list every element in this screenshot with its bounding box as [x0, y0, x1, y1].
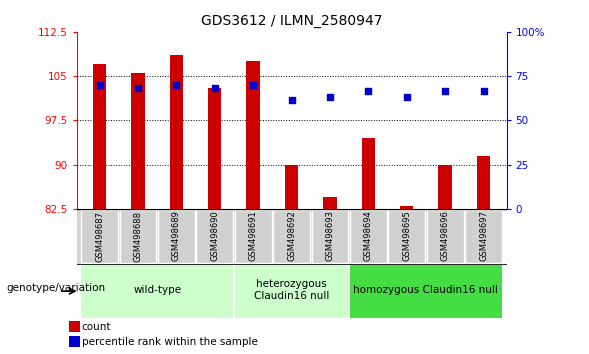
- Bar: [196, 210, 233, 263]
- Point: [95, 82, 104, 88]
- Bar: [350, 266, 502, 318]
- Text: GSM498697: GSM498697: [479, 211, 488, 261]
- Text: GSM498689: GSM498689: [172, 211, 181, 261]
- Bar: [400, 206, 413, 209]
- Bar: [81, 210, 118, 263]
- Bar: [362, 138, 375, 209]
- Point: [479, 88, 488, 94]
- Bar: [131, 73, 145, 209]
- Bar: [170, 56, 183, 209]
- Point: [441, 88, 450, 94]
- Text: wild-type: wild-type: [133, 285, 181, 295]
- Text: genotype/variation: genotype/variation: [6, 284, 105, 293]
- Text: GSM498691: GSM498691: [249, 211, 257, 261]
- Text: GSM498695: GSM498695: [402, 211, 411, 261]
- Bar: [477, 156, 490, 209]
- Bar: [285, 165, 298, 209]
- Text: GSM498692: GSM498692: [287, 211, 296, 261]
- Bar: [350, 210, 387, 263]
- Point: [249, 82, 258, 88]
- Text: GSM498690: GSM498690: [210, 211, 219, 261]
- Bar: [426, 210, 464, 263]
- Text: homozygous Claudin16 null: homozygous Claudin16 null: [353, 285, 498, 295]
- Point: [287, 97, 296, 103]
- Bar: [93, 64, 107, 209]
- Point: [210, 85, 220, 91]
- Text: GSM498694: GSM498694: [364, 211, 373, 261]
- Text: GSM498688: GSM498688: [134, 211, 143, 262]
- Bar: [70, 336, 80, 347]
- Title: GDS3612 / ILMN_2580947: GDS3612 / ILMN_2580947: [201, 14, 382, 28]
- Text: percentile rank within the sample: percentile rank within the sample: [81, 337, 257, 347]
- Bar: [312, 210, 348, 263]
- Bar: [246, 61, 260, 209]
- Text: count: count: [81, 321, 111, 332]
- Bar: [323, 197, 337, 209]
- Bar: [120, 210, 157, 263]
- Text: GSM498693: GSM498693: [326, 211, 335, 261]
- Text: GSM498696: GSM498696: [441, 211, 449, 261]
- Bar: [388, 210, 425, 263]
- Point: [171, 82, 181, 88]
- Bar: [465, 210, 502, 263]
- Text: GSM498687: GSM498687: [95, 211, 104, 262]
- Point: [325, 94, 335, 99]
- Bar: [70, 321, 80, 332]
- Bar: [81, 266, 233, 318]
- Bar: [158, 210, 195, 263]
- Bar: [235, 210, 272, 263]
- Point: [402, 94, 412, 99]
- Text: heterozygous
Claudin16 null: heterozygous Claudin16 null: [254, 279, 329, 301]
- Bar: [208, 88, 221, 209]
- Bar: [273, 210, 310, 263]
- Point: [133, 85, 143, 91]
- Bar: [235, 266, 348, 318]
- Point: [363, 88, 373, 94]
- Bar: [438, 165, 452, 209]
